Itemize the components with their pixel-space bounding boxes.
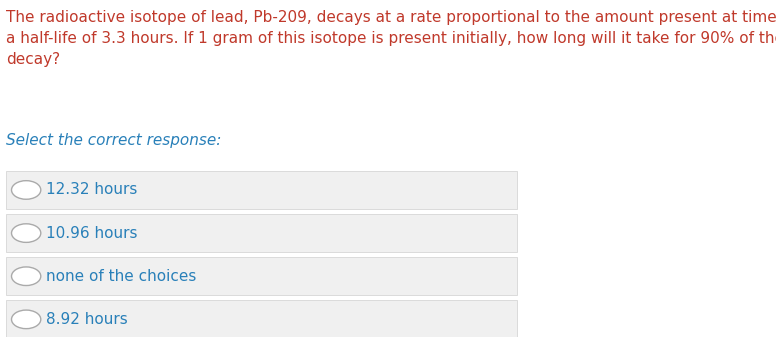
Text: Select the correct response:: Select the correct response: — [6, 133, 222, 148]
FancyBboxPatch shape — [6, 171, 517, 209]
Circle shape — [12, 181, 41, 199]
Text: 10.96 hours: 10.96 hours — [46, 225, 137, 241]
Circle shape — [12, 267, 41, 285]
Text: 12.32 hours: 12.32 hours — [46, 182, 137, 197]
Circle shape — [12, 224, 41, 242]
Text: none of the choices: none of the choices — [46, 269, 196, 284]
FancyBboxPatch shape — [6, 257, 517, 295]
Text: 8.92 hours: 8.92 hours — [46, 312, 127, 327]
Circle shape — [12, 310, 41, 329]
Text: The radioactive isotope of lead, Pb-209, decays at a rate proportional to the am: The radioactive isotope of lead, Pb-209,… — [6, 10, 776, 67]
FancyBboxPatch shape — [6, 300, 517, 337]
FancyBboxPatch shape — [6, 214, 517, 252]
